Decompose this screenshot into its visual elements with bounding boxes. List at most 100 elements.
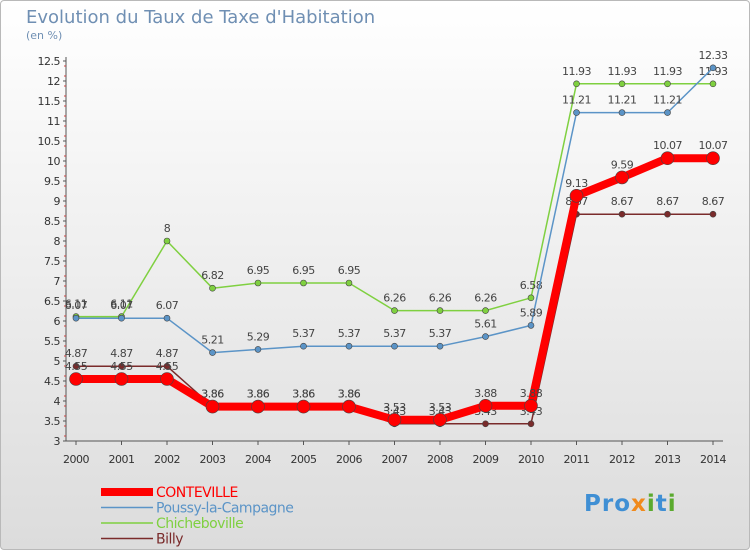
data-label: 8.67 — [702, 195, 725, 208]
data-label: 12.33 — [699, 49, 728, 62]
data-label: 11.93 — [562, 65, 591, 78]
data-label: 6.95 — [338, 264, 361, 277]
data-label: 3.86 — [201, 388, 224, 401]
data-point — [72, 314, 80, 322]
data-point — [660, 151, 675, 165]
data-label: 5.37 — [338, 327, 361, 340]
data-label: 3.86 — [201, 388, 224, 401]
data-point — [618, 80, 626, 88]
data-point — [205, 399, 220, 414]
data-point — [163, 237, 171, 245]
data-label: 4.87 — [110, 347, 133, 360]
data-label: 4.55 — [65, 360, 88, 373]
y-tick-label: 5 — [54, 355, 61, 368]
x-tick-label: 2014 — [700, 453, 726, 466]
x-tick-label: 2006 — [336, 453, 362, 466]
data-label: 8 — [164, 222, 171, 235]
data-point — [524, 398, 538, 413]
data-label: 6.58 — [520, 279, 543, 292]
data-point — [436, 342, 444, 350]
y-tick-label: 3 — [54, 435, 61, 448]
data-point — [478, 398, 493, 413]
data-point — [118, 362, 125, 370]
data-point — [391, 307, 398, 314]
data-label: 6.95 — [292, 264, 315, 277]
data-point — [618, 109, 626, 116]
data-label: 3.88 — [520, 387, 543, 400]
data-point — [709, 64, 717, 72]
data-point — [433, 412, 447, 427]
data-point — [209, 284, 216, 292]
data-point — [573, 109, 580, 116]
data-point — [569, 189, 584, 203]
data-point — [527, 420, 535, 428]
data-point — [69, 372, 83, 386]
data-point — [300, 342, 307, 350]
data-label: 5.61 — [474, 318, 497, 331]
chart-title: Evolution du Taux de Taxe d'Habitation — [26, 7, 376, 28]
y-tick-label: 12.5 — [38, 55, 61, 68]
y-tick-label: 9 — [54, 195, 61, 208]
data-label: 3.88 — [474, 387, 497, 400]
data-label: 5.89 — [520, 306, 543, 319]
data-label: 6.07 — [65, 299, 88, 312]
data-point — [706, 151, 720, 165]
data-label: 4.55 — [156, 360, 179, 373]
data-point — [664, 210, 671, 218]
data-label: 5.37 — [383, 327, 406, 340]
data-point — [300, 279, 307, 287]
y-tick-label: 11.5 — [38, 95, 61, 108]
x-tick-label: 2013 — [655, 453, 681, 466]
y-tick-label: 6.5 — [44, 295, 60, 308]
y-tick-label: 8 — [54, 235, 61, 248]
data-label: 6.07 — [110, 299, 133, 312]
y-tick-label: 10 — [47, 155, 60, 168]
x-tick-label: 2008 — [427, 453, 453, 466]
x-tick-label: 2002 — [154, 453, 180, 466]
x-tick-label: 2005 — [291, 453, 317, 466]
data-label: 3.86 — [292, 388, 315, 401]
x-tick-label: 2009 — [473, 453, 499, 466]
data-label: 5.37 — [292, 327, 315, 340]
data-point — [114, 372, 129, 386]
data-label: 9.13 — [565, 177, 588, 190]
data-point — [527, 322, 535, 329]
data-point — [345, 279, 353, 287]
data-point — [72, 362, 80, 370]
y-tick-label: 10.5 — [38, 135, 61, 148]
data-label: 6.95 — [247, 264, 270, 277]
data-point — [709, 80, 717, 88]
data-label: 4.55 — [110, 360, 133, 373]
data-label: 5.21 — [201, 334, 224, 347]
x-tick-label: 2010 — [518, 453, 544, 466]
data-point — [615, 170, 629, 185]
y-tick-label: 8.5 — [44, 215, 60, 228]
legend-label: Chicheboville — [156, 516, 243, 532]
data-point — [482, 333, 489, 340]
x-tick-label: 2003 — [200, 453, 226, 466]
y-tick-label: 4.5 — [44, 375, 60, 388]
data-label: 6.11 — [110, 298, 133, 311]
data-label: 11.21 — [653, 94, 682, 107]
y-tick-label: 5.5 — [44, 335, 60, 348]
data-label: 4.87 — [65, 347, 88, 360]
data-label: 6.26 — [429, 292, 452, 305]
data-point — [163, 314, 171, 322]
data-label: 3.86 — [292, 388, 315, 401]
x-tick-label: 2011 — [564, 453, 590, 466]
data-point — [342, 399, 356, 414]
data-label: 6.82 — [201, 269, 224, 282]
x-tick-label: 2001 — [109, 453, 135, 466]
data-point — [254, 346, 262, 353]
data-label: 6.07 — [156, 299, 179, 312]
y-tick-label: 6 — [54, 315, 61, 328]
legend-label: Poussy-la-Campagne — [156, 501, 293, 517]
data-point — [482, 307, 489, 314]
data-label: 11.93 — [608, 65, 637, 78]
data-label: 4.87 — [156, 347, 179, 360]
data-label: 11.21 — [608, 94, 637, 107]
proxiti-logo: Proxiti — [584, 491, 677, 517]
data-label: 5.37 — [429, 327, 452, 340]
